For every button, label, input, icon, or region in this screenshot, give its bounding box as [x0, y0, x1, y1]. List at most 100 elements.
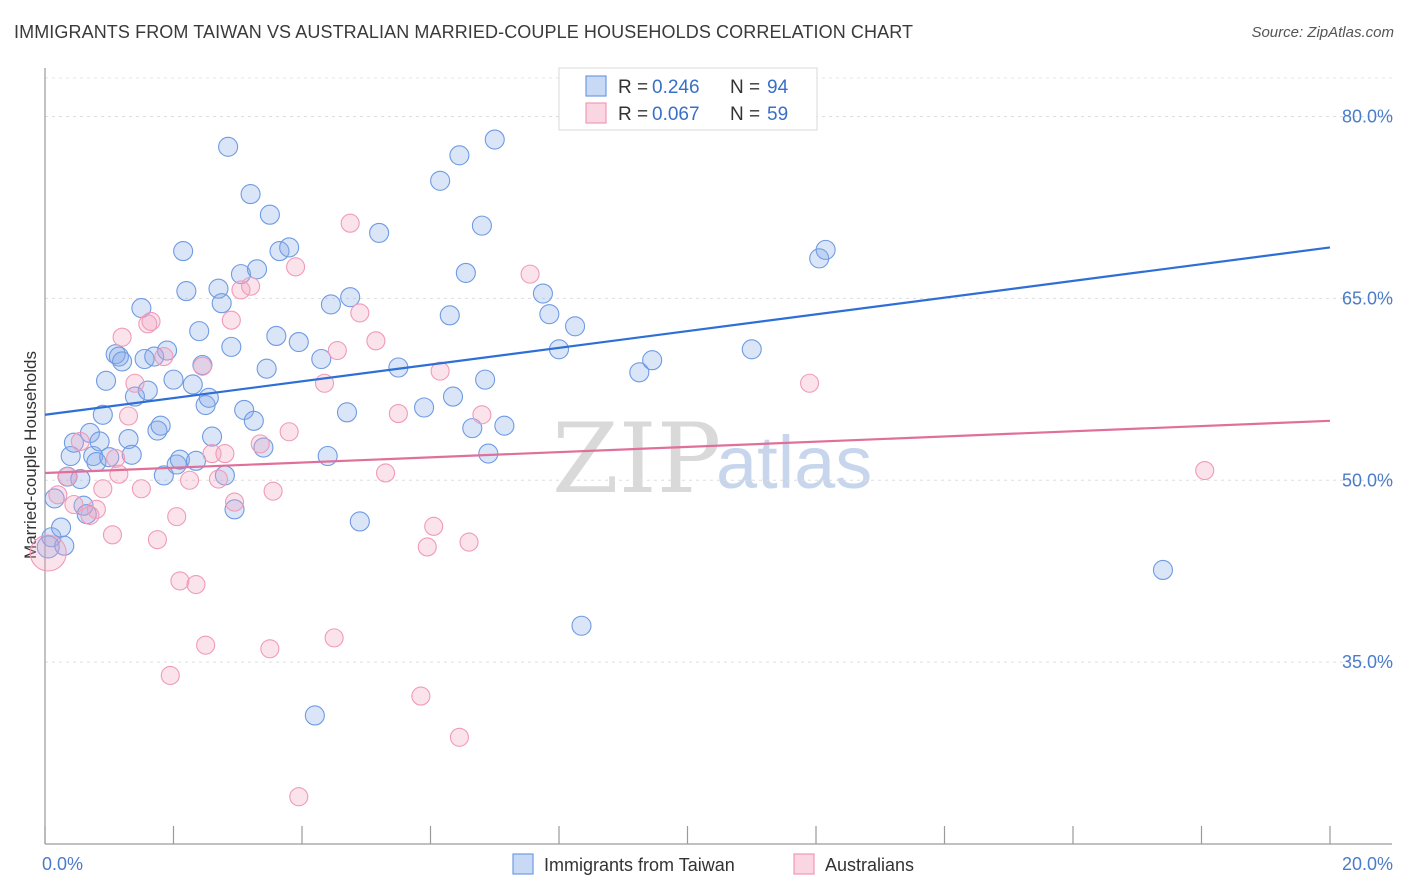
- australians-point-9: [106, 448, 126, 468]
- taiwan-point-69: [369, 222, 390, 243]
- taiwan-point-47: [218, 136, 239, 157]
- legend-r-label-australians: R =: [618, 104, 648, 125]
- australians-point-18: [154, 347, 174, 367]
- taiwan-point-68: [349, 511, 370, 532]
- taiwan-point-89: [642, 350, 663, 371]
- taiwan-point-66: [336, 402, 358, 423]
- taiwan-point-36: [176, 281, 197, 302]
- australians-point-46: [388, 404, 408, 424]
- australians-point-15: [138, 314, 158, 334]
- taiwan-point-80: [478, 443, 499, 464]
- australians-point-44: [366, 331, 386, 351]
- australians-point-11: [112, 327, 132, 347]
- australians-point-32: [241, 276, 261, 296]
- data-points: [29, 129, 1215, 807]
- australians-point-2: [57, 467, 78, 487]
- taiwan-point-60: [279, 237, 300, 258]
- taiwan-point-7: [63, 432, 84, 453]
- taiwan-point-57: [259, 204, 280, 225]
- legend-swatch-taiwan: [585, 75, 607, 97]
- australians-point-22: [180, 470, 200, 490]
- australians-point-31: [231, 280, 251, 300]
- taiwan-point-61: [288, 331, 309, 353]
- series-legend-swatch-australians: [793, 853, 815, 875]
- stats-legend-box: [558, 67, 818, 131]
- australians-point-35: [263, 481, 283, 501]
- australians-point-28: [215, 444, 235, 464]
- taiwan-point-6: [60, 445, 81, 467]
- series-legend-label-taiwan: Immigrants from Taiwan: [544, 855, 735, 875]
- australians-point-38: [289, 787, 309, 807]
- australians-point-20: [167, 507, 187, 527]
- watermark-atlas: atlas: [716, 421, 872, 504]
- taiwan-point-21: [118, 428, 139, 450]
- australians-point-19: [160, 665, 180, 686]
- australians-point-27: [208, 469, 229, 489]
- australians-point-40: [324, 628, 344, 648]
- taiwan-point-62: [304, 705, 325, 726]
- taiwan-trend-line: [44, 246, 1331, 416]
- taiwan-point-79: [475, 369, 496, 390]
- axes: [44, 68, 1392, 845]
- australians-point-37: [286, 257, 306, 277]
- australians-point-14: [131, 479, 151, 499]
- australians-point-51: [449, 727, 469, 747]
- taiwan-point-27: [144, 346, 165, 367]
- australians-point-42: [340, 213, 360, 233]
- taiwan-point-74: [442, 386, 464, 407]
- watermark-zip: ZIP: [552, 403, 721, 515]
- taiwan-point-65: [320, 294, 341, 315]
- australians-point-29: [221, 310, 241, 330]
- taiwan-point-81: [484, 129, 505, 150]
- australians-point-4: [70, 431, 90, 452]
- taiwan-point-84: [539, 304, 560, 325]
- australians-point-25: [196, 635, 216, 655]
- australians-point-23: [186, 574, 206, 595]
- y-tick-label-50: 50.0%: [1342, 470, 1393, 490]
- x-tick-label-max: 20.0%: [1342, 854, 1393, 874]
- australians-point-30: [224, 492, 245, 512]
- taiwan-point-30: [153, 465, 174, 486]
- taiwan-point-90: [741, 339, 762, 360]
- australians-point-3: [64, 494, 84, 515]
- x-tick-label-min: 0.0%: [42, 854, 83, 874]
- taiwan-point-8: [70, 468, 91, 490]
- taiwan-point-37: [182, 374, 203, 395]
- australians-point-1: [48, 485, 68, 505]
- taiwan-point-83: [532, 283, 553, 304]
- stats-legend: R = 0.246 N = 94 R = 0.067 N = 59: [558, 67, 818, 131]
- trend-lines: [44, 246, 1331, 475]
- taiwan-point-54: [246, 259, 268, 280]
- taiwan-point-16: [95, 370, 117, 391]
- taiwan-point-67: [340, 287, 361, 308]
- australians-point-43: [350, 303, 370, 323]
- australians-point-54: [520, 264, 540, 284]
- source-label: Source: ZipAtlas.com: [1251, 24, 1394, 41]
- australians-point-56: [1195, 460, 1215, 481]
- australians-point-24: [192, 356, 212, 376]
- legend-swatch-australians: [585, 102, 607, 124]
- taiwan-point-92: [815, 239, 836, 260]
- y-tick-label-65: 65.0%: [1342, 288, 1393, 308]
- australians-point-55: [800, 373, 820, 393]
- series-legend: Immigrants from Taiwan Australians: [512, 853, 914, 875]
- australians-point-13: [125, 373, 145, 393]
- y-tick-label-80: 80.0%: [1342, 107, 1393, 127]
- legend-r-label-taiwan: R =: [618, 77, 648, 98]
- legend-n-label-taiwan: N =: [730, 77, 760, 98]
- australians-point-41: [327, 340, 347, 361]
- taiwan-point-40: [192, 355, 213, 376]
- australians-point-53: [472, 405, 492, 425]
- legend-n-value-australians: 59: [767, 104, 788, 125]
- legend-r-value-taiwan: 0.246: [652, 77, 700, 98]
- taiwan-point-63: [311, 348, 332, 370]
- australians-point-48: [417, 537, 437, 557]
- legend-n-label-australians: N =: [730, 104, 760, 125]
- series-legend-label-australians: Australians: [825, 855, 914, 875]
- australians-point-34: [260, 639, 280, 659]
- australians-point-45: [375, 463, 396, 483]
- legend-r-value-australians: 0.067: [652, 104, 700, 125]
- y-tick-label-35: 35.0%: [1342, 652, 1393, 672]
- taiwan-point-17: [99, 447, 120, 468]
- taiwan-point-22: [121, 444, 142, 465]
